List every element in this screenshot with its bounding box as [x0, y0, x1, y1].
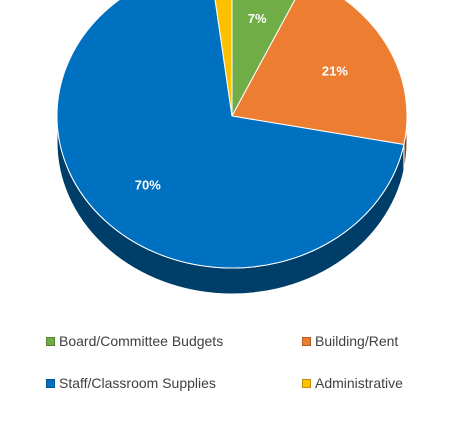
data-label-board-committee-budgets: 7%	[248, 11, 267, 26]
legend-label-administrative: Administrative	[315, 375, 403, 391]
pie-slice-administrative	[214, 0, 233, 117]
pie-slice-building-rent	[231, 0, 408, 146]
pie-slice-staff-classroom-supplies	[56, 0, 405, 269]
legend-label-building-rent: Building/Rent	[315, 333, 399, 349]
legend-label-staff-classroom-supplies: Staff/Classroom Supplies	[59, 375, 216, 391]
legend-label-board-committee-budgets: Board/Committee Budgets	[59, 333, 224, 349]
legend-item-staff-classroom-supplies: Staff/Classroom Supplies	[46, 375, 216, 391]
legend-swatch-building-rent	[302, 336, 311, 346]
legend-item-board-committee-budgets: Board/Committee Budgets	[46, 333, 223, 349]
pie-data-labels: 7%21%70%2%	[135, 11, 349, 193]
legend-swatch-staff-classroom-supplies	[46, 378, 55, 388]
data-label-staff-classroom-supplies: 70%	[135, 178, 161, 193]
data-label-building-rent: 21%	[322, 63, 348, 78]
legend-item-administrative: Administrative	[302, 375, 403, 391]
pie-slices	[56, 0, 408, 269]
legend-swatch-board-committee-budgets	[46, 336, 55, 346]
legend: Board/Committee Budgets Building/Rent St…	[0, 325, 461, 405]
pie-plot-area: 7%21%70%2%	[56, 0, 408, 295]
legend-swatch-administrative	[302, 378, 311, 388]
legend-item-building-rent: Building/Rent	[302, 333, 398, 349]
